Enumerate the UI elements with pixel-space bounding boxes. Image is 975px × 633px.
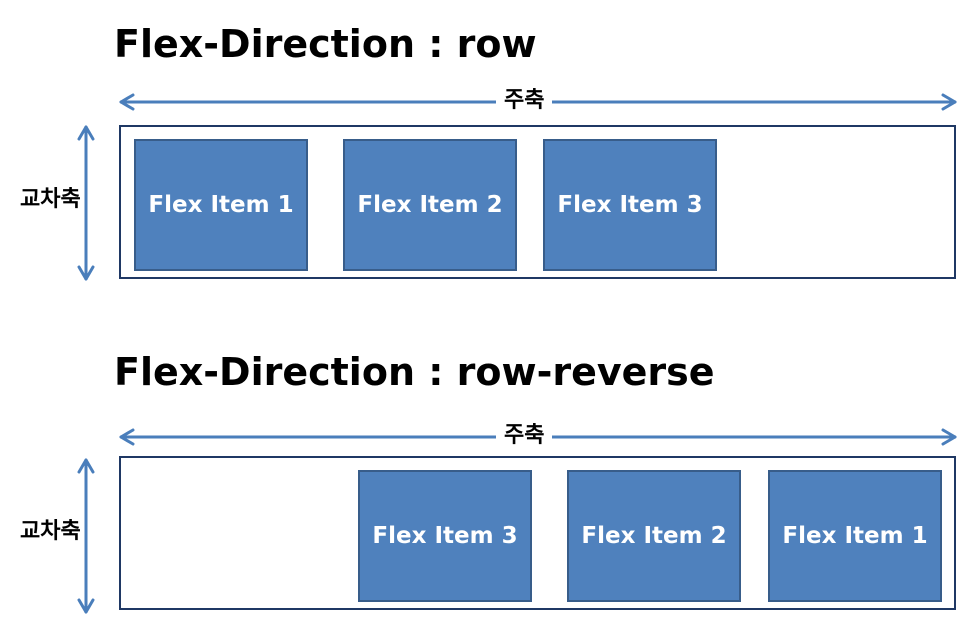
cross-axis-arrow-row (77, 125, 95, 281)
flex-container: Flex Item 3 Flex Item 2 Flex Item 1 (119, 456, 956, 610)
diagram-title: Flex-Direction : row (114, 22, 537, 66)
cross-axis-label: 교차축 (20, 518, 81, 546)
flex-item: Flex Item 1 (768, 470, 942, 602)
cross-axis-label: 교차축 (20, 186, 81, 214)
main-axis-label: 주축 (496, 425, 553, 447)
flex-item: Flex Item 1 (134, 139, 308, 271)
flex-item: Flex Item 2 (343, 139, 517, 271)
cross-axis-arrow-rev (77, 458, 95, 614)
main-axis-label: 주축 (496, 90, 553, 112)
flex-item: Flex Item 3 (543, 139, 717, 271)
flex-item: Flex Item 2 (567, 470, 741, 602)
diagram-title: Flex-Direction : row-reverse (114, 350, 715, 394)
flex-container: Flex Item 1 Flex Item 2 Flex Item 3 (119, 125, 956, 279)
flex-item: Flex Item 3 (358, 470, 532, 602)
